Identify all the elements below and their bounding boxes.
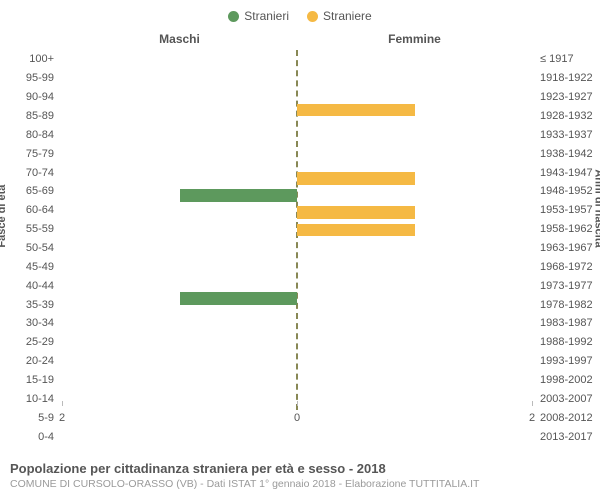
y-right-label: 1968-1972 — [540, 261, 600, 273]
y-left-label: 85-89 — [0, 110, 54, 122]
y-right-label: 1988-1992 — [540, 336, 600, 348]
y-right-label: 2008-2012 — [540, 412, 600, 424]
x-tick: 0 — [294, 412, 300, 424]
x-tick-mark — [297, 401, 298, 406]
x-ticks: 2 0 2 — [62, 412, 532, 426]
plot — [62, 50, 532, 410]
y-left-label: 90-94 — [0, 91, 54, 103]
y-right-label: 1938-1942 — [540, 148, 600, 160]
y-left-label: 40-44 — [0, 280, 54, 292]
y-left-label: 0-4 — [0, 431, 54, 443]
y-right-label: ≤ 1917 — [540, 53, 600, 65]
legend-label-male: Stranieri — [244, 9, 289, 23]
y-right-label: 1928-1932 — [540, 110, 600, 122]
footer-title: Popolazione per cittadinanza straniera p… — [10, 461, 479, 476]
y-left-label: 60-64 — [0, 204, 54, 216]
y-left-label: 50-54 — [0, 242, 54, 254]
y-left-label: 45-49 — [0, 261, 54, 273]
y-left-labels: 0-4 5-9 10-14 15-19 20-24 25-29 30-34 35-39 40-4… — [0, 50, 58, 446]
x-tick-mark — [532, 401, 533, 406]
y-right-label: 1943-1947 — [540, 167, 600, 179]
half-title-male: Maschi — [62, 32, 297, 46]
y-right-labels: 2013-2017 2008-2012 2003-2007 1998-2002 1993… — [536, 50, 600, 446]
legend: Stranieri Straniere — [0, 0, 600, 26]
footer: Popolazione per cittadinanza straniera p… — [10, 461, 479, 490]
y-left-label: 5-9 — [0, 412, 54, 424]
y-left-label: 100+ — [0, 53, 54, 65]
y-right-label: 1978-1982 — [540, 299, 600, 311]
chart-area: Maschi Femmine 2 0 2 — [62, 32, 532, 432]
y-left-label: 25-29 — [0, 336, 54, 348]
y-right-label: 1923-1927 — [540, 91, 600, 103]
y-left-label: 30-34 — [0, 317, 54, 329]
legend-swatch-male — [228, 11, 239, 22]
y-left-label: 75-79 — [0, 148, 54, 160]
y-right-label: 1973-1977 — [540, 280, 600, 292]
y-left-label: 70-74 — [0, 167, 54, 179]
bar-female — [297, 104, 415, 117]
y-right-label: 1983-1987 — [540, 317, 600, 329]
half-title-female: Femmine — [297, 32, 532, 46]
footer-subtitle: COMUNE DI CURSOLO-ORASSO (VB) - Dati IST… — [10, 478, 479, 490]
legend-label-female: Straniere — [323, 9, 372, 23]
x-tick: 2 — [529, 412, 535, 424]
y-right-label: 1953-1957 — [540, 204, 600, 216]
y-left-label: 20-24 — [0, 355, 54, 367]
y-left-label: 65-69 — [0, 185, 54, 197]
y-right-label: 2003-2007 — [540, 393, 600, 405]
chart-container: Stranieri Straniere Fasce di età Anni di… — [0, 0, 600, 500]
x-tick: 2 — [59, 412, 65, 424]
y-right-label: 1958-1962 — [540, 223, 600, 235]
legend-item-male: Stranieri — [228, 9, 289, 23]
bar-female — [297, 172, 415, 185]
bar-female — [297, 206, 415, 219]
y-left-label: 80-84 — [0, 129, 54, 141]
y-left-label: 15-19 — [0, 374, 54, 386]
y-right-label: 1998-2002 — [540, 374, 600, 386]
legend-item-female: Straniere — [307, 9, 372, 23]
bar-male — [180, 189, 298, 202]
bar-female — [297, 224, 415, 237]
y-left-label: 55-59 — [0, 223, 54, 235]
x-tick-mark — [62, 401, 63, 406]
y-left-label: 35-39 — [0, 299, 54, 311]
bar-male — [180, 292, 298, 305]
y-right-label: 1948-1952 — [540, 185, 600, 197]
y-right-label: 2013-2017 — [540, 431, 600, 443]
y-right-label: 1993-1997 — [540, 355, 600, 367]
legend-swatch-female — [307, 11, 318, 22]
y-right-label: 1963-1967 — [540, 242, 600, 254]
y-right-label: 1918-1922 — [540, 72, 600, 84]
y-left-label: 95-99 — [0, 72, 54, 84]
y-right-label: 1933-1937 — [540, 129, 600, 141]
y-left-label: 10-14 — [0, 393, 54, 405]
